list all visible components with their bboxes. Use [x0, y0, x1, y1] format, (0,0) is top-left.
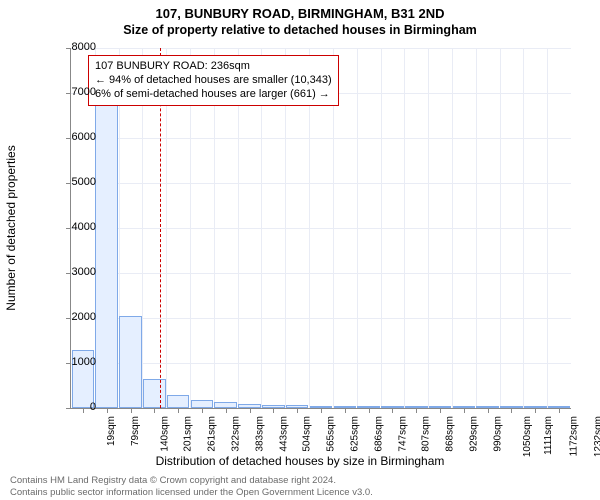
- xtick-label: 1232sqm: [594, 416, 600, 457]
- histogram-bar: [357, 406, 380, 408]
- annotation-line-2: ← 94% of detached houses are smaller (10…: [95, 74, 332, 88]
- histogram-bar: [214, 402, 237, 408]
- gridline-h: [71, 138, 571, 139]
- ytick-label: 2000: [46, 312, 96, 323]
- gridline-v: [381, 48, 382, 408]
- histogram-bar: [143, 379, 166, 408]
- xtick-label: 1172sqm: [570, 416, 580, 456]
- gridline-v: [357, 48, 358, 408]
- ytick-label: 1000: [46, 357, 96, 368]
- xtick-label: 625sqm: [351, 416, 361, 452]
- histogram-bar: [524, 406, 547, 408]
- xtick-label: 201sqm: [184, 416, 194, 452]
- histogram-bar: [405, 406, 428, 408]
- histogram-bar: [119, 316, 142, 408]
- gridline-v: [452, 48, 453, 408]
- ytick-label: 4000: [46, 222, 96, 233]
- gridline-v: [523, 48, 524, 408]
- x-axis-label: Distribution of detached houses by size …: [0, 454, 600, 468]
- histogram-bar: [334, 406, 357, 408]
- chart-title-line2: Size of property relative to detached ho…: [0, 23, 600, 37]
- xtick-label: 929sqm: [470, 416, 480, 452]
- histogram-bar: [476, 406, 499, 408]
- histogram-bar: [453, 406, 476, 408]
- xtick-label: 504sqm: [303, 416, 313, 452]
- xtick-mark: [297, 408, 298, 413]
- gridline-h: [71, 183, 571, 184]
- gridline-v: [547, 48, 548, 408]
- xtick-label: 383sqm: [255, 416, 265, 452]
- annotation-line-1: 107 BUNBURY ROAD: 236sqm: [95, 60, 332, 74]
- ytick-label: 6000: [46, 132, 96, 143]
- histogram-bar: [548, 406, 571, 408]
- xtick-mark: [107, 408, 108, 413]
- histogram-bar: [191, 400, 214, 408]
- xtick-mark: [511, 408, 512, 413]
- annotation-line-3: 6% of semi-detached houses are larger (6…: [95, 88, 332, 102]
- xtick-mark: [440, 408, 441, 413]
- xtick-mark: [464, 408, 465, 413]
- gridline-v: [404, 48, 405, 408]
- footer-attribution: Contains HM Land Registry data © Crown c…: [10, 475, 373, 498]
- xtick-label: 140sqm: [160, 416, 170, 452]
- xtick-mark: [131, 408, 132, 413]
- xtick-mark: [345, 408, 346, 413]
- xtick-mark: [202, 408, 203, 413]
- xtick-label: 686sqm: [374, 416, 384, 452]
- xtick-mark: [559, 408, 560, 413]
- histogram-bar: [310, 406, 333, 408]
- gridline-v: [428, 48, 429, 408]
- xtick-mark: [488, 408, 489, 413]
- gridline-v: [500, 48, 501, 408]
- xtick-label: 79sqm: [131, 416, 141, 446]
- xtick-label: 1050sqm: [523, 416, 533, 457]
- xtick-mark: [321, 408, 322, 413]
- xtick-mark: [273, 408, 274, 413]
- gridline-h: [71, 273, 571, 274]
- gridline-h: [71, 228, 571, 229]
- gridline-h: [71, 48, 571, 49]
- xtick-mark: [178, 408, 179, 413]
- footer-line-1: Contains HM Land Registry data © Crown c…: [10, 475, 373, 486]
- histogram-bar: [167, 395, 190, 408]
- xtick-mark: [369, 408, 370, 413]
- xtick-label: 261sqm: [208, 416, 218, 452]
- xtick-label: 322sqm: [232, 416, 242, 452]
- xtick-mark: [535, 408, 536, 413]
- histogram-bar: [381, 406, 404, 408]
- gridline-h: [71, 363, 571, 364]
- xtick-mark: [416, 408, 417, 413]
- histogram-bar: [286, 405, 309, 408]
- xtick-mark: [250, 408, 251, 413]
- xtick-label: 565sqm: [327, 416, 337, 452]
- histogram-bar: [429, 406, 452, 408]
- histogram-bar: [500, 406, 523, 408]
- histogram-bar: [95, 102, 118, 408]
- ytick-label: 0: [46, 402, 96, 413]
- ytick-label: 5000: [46, 177, 96, 188]
- xtick-label: 747sqm: [398, 416, 408, 452]
- annotation-box: 107 BUNBURY ROAD: 236sqm ← 94% of detach…: [88, 55, 339, 106]
- xtick-mark: [154, 408, 155, 413]
- ytick-label: 3000: [46, 267, 96, 278]
- histogram-bar: [238, 404, 261, 409]
- ytick-label: 7000: [46, 87, 96, 98]
- xtick-label: 807sqm: [422, 416, 432, 452]
- xtick-mark: [392, 408, 393, 413]
- xtick-label: 990sqm: [493, 416, 503, 452]
- xtick-label: 868sqm: [446, 416, 456, 452]
- y-axis-label: Number of detached properties: [4, 145, 18, 310]
- footer-line-2: Contains public sector information licen…: [10, 487, 373, 498]
- xtick-label: 19sqm: [107, 416, 117, 446]
- xtick-label: 443sqm: [279, 416, 289, 452]
- gridline-v: [476, 48, 477, 408]
- xtick-label: 1111sqm: [544, 416, 554, 455]
- histogram-bar: [262, 405, 285, 408]
- gridline-h: [71, 318, 571, 319]
- xtick-mark: [226, 408, 227, 413]
- chart-title-line1: 107, BUNBURY ROAD, BIRMINGHAM, B31 2ND: [0, 6, 600, 21]
- histogram-chart: 107, BUNBURY ROAD, BIRMINGHAM, B31 2ND S…: [0, 0, 600, 500]
- ytick-label: 8000: [46, 42, 96, 53]
